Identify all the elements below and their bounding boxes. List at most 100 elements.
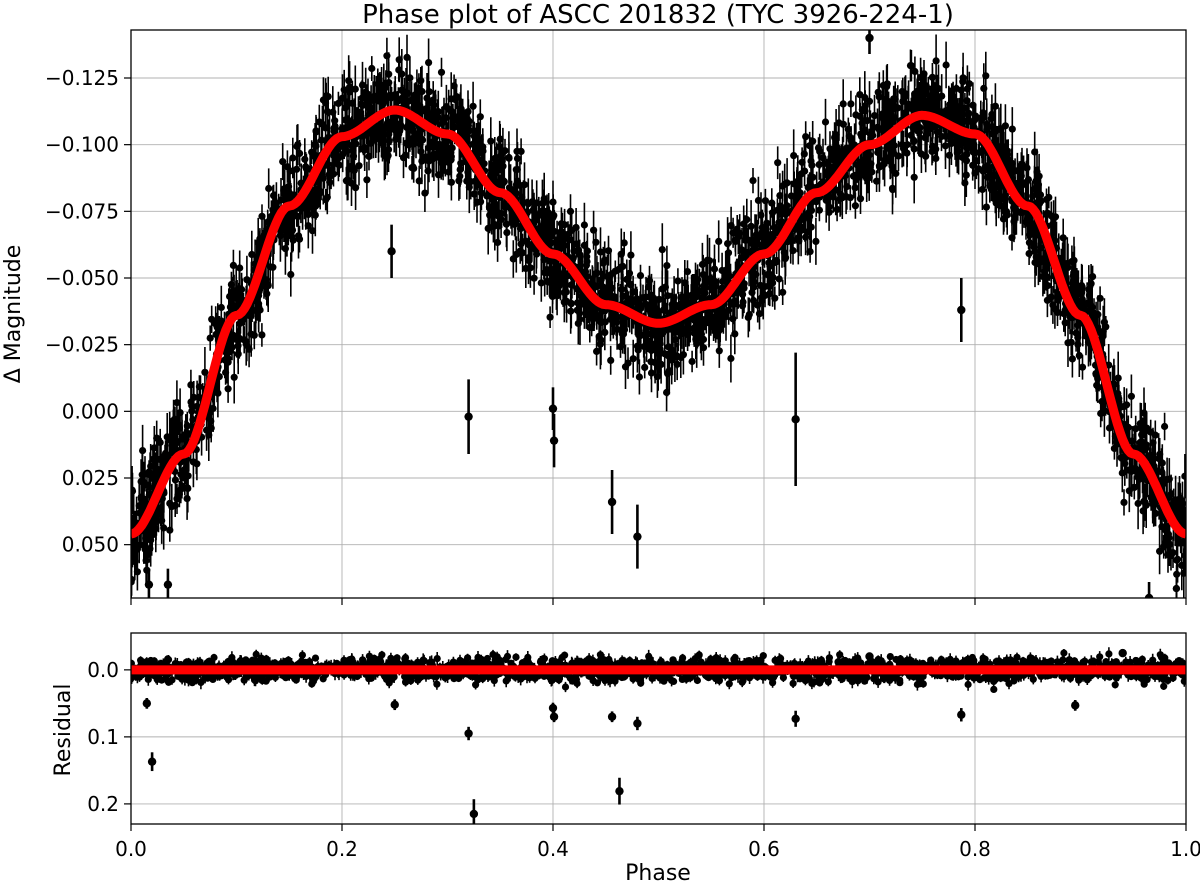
data-point [758,293,766,301]
data-point [496,135,504,143]
data-point [715,317,723,325]
data-point [1025,239,1033,247]
data-point [932,57,940,65]
data-point [1089,273,1097,281]
data-point [682,293,690,301]
data-point [749,177,757,185]
data-point [229,261,237,269]
data-point [1087,280,1095,288]
data-point [152,518,160,526]
data-point [501,147,509,155]
data-point [847,659,855,667]
data-point [491,221,499,229]
data-point [308,227,317,235]
data-point [472,681,480,689]
data-point [282,674,290,682]
data-point [458,112,466,120]
data-point [640,343,648,351]
data-point [809,173,817,181]
data-point [601,318,609,326]
data-point [672,327,680,336]
data-point [488,166,496,174]
data-point [903,149,911,157]
data-point [854,654,862,662]
data-point [173,399,181,407]
data-point [1133,468,1141,476]
data-point [346,88,354,96]
data-point [761,197,770,205]
data-point [1000,207,1008,215]
data-point [390,125,398,133]
data-point [583,305,591,313]
data-point [131,578,135,586]
data-point [642,327,650,335]
top-y-axis-label: Δ Magnitude [1,245,26,384]
data-point [929,97,938,105]
outlier-point [549,436,559,445]
data-point [561,683,570,691]
data-point [1111,681,1119,689]
data-point [771,294,779,302]
data-point [1161,422,1169,431]
data-point [722,266,730,274]
data-point [457,105,465,113]
data-point [289,154,297,162]
data-point [437,68,446,76]
data-point [748,240,757,248]
data-point [1110,444,1118,452]
data-point [472,145,480,153]
data-point [276,232,284,240]
data-point [599,291,607,299]
data-point [981,163,989,171]
data-point [1085,285,1093,294]
data-point [669,656,677,664]
data-point [620,673,628,681]
data-point [351,85,359,93]
data-point [595,332,603,340]
data-point [397,86,406,94]
data-point [425,157,433,165]
data-point [660,677,668,685]
data-point [1176,494,1184,502]
data-point [171,476,179,484]
data-point [491,154,499,163]
data-point [1132,656,1140,665]
data-point [952,115,960,123]
data-point [911,67,919,76]
data-point [904,103,912,111]
data-point [910,173,918,181]
outlier-point [1071,701,1080,710]
data-point [586,323,594,332]
data-point [807,223,815,231]
data-point [546,313,554,321]
data-point [549,282,557,290]
data-point [927,656,935,664]
data-point [665,343,673,351]
data-point [378,651,386,659]
data-point [1178,561,1186,570]
data-point [1114,374,1122,382]
y-tick-label: −0.125 [45,66,119,90]
data-point [137,659,145,667]
data-point [647,291,656,299]
data-point [156,455,164,463]
data-point [969,161,977,169]
data-point [963,151,971,159]
data-point [188,402,196,410]
data-point [364,90,372,98]
data-point [516,181,524,189]
data-point [597,276,605,284]
data-point [445,168,453,176]
data-point [382,83,390,91]
data-point [342,177,350,185]
outlier-point [1118,648,1127,658]
data-point [1017,172,1025,180]
data-point [1099,333,1107,341]
data-point [783,179,791,187]
data-point [619,326,627,334]
data-point [959,74,967,82]
data-point [625,269,634,277]
outlier-point [147,757,157,766]
data-point [1085,291,1093,299]
data-point [889,166,897,175]
